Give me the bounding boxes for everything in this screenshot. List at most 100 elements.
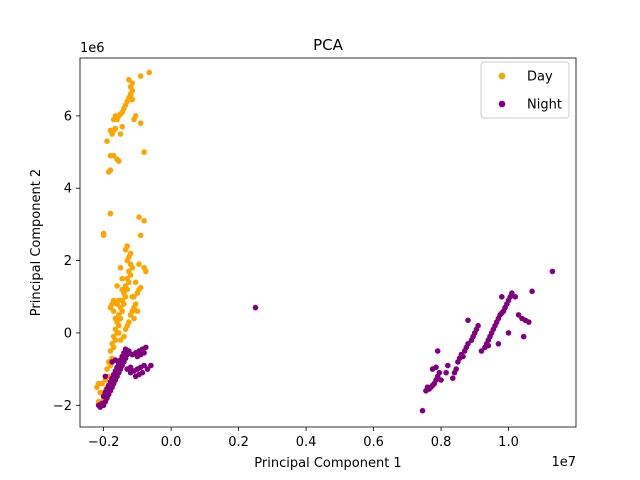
data-point-night xyxy=(526,319,532,325)
y-tick-label: 4 xyxy=(64,182,72,197)
y-tick-label: −2 xyxy=(53,399,72,414)
data-point-day xyxy=(129,80,136,87)
x-axis-title: Principal Component 1 xyxy=(254,456,401,471)
legend-marker-night xyxy=(498,100,506,108)
data-point-day xyxy=(109,341,115,347)
data-point-day xyxy=(117,131,124,137)
x-tick-label: 0.0 xyxy=(161,435,182,450)
data-point-day xyxy=(143,268,149,275)
data-point-day xyxy=(97,389,103,396)
x-tick-label: 0.8 xyxy=(431,435,452,450)
data-point-day xyxy=(127,261,134,268)
data-point-night xyxy=(509,290,515,296)
data-point-night xyxy=(512,294,519,300)
data-point-day xyxy=(141,218,147,224)
data-point-day xyxy=(110,333,117,340)
data-point-day xyxy=(112,113,119,119)
data-point-day xyxy=(137,73,144,79)
data-point-day xyxy=(141,149,147,155)
data-point-day xyxy=(110,308,117,315)
data-point-night xyxy=(505,330,512,336)
data-point-night xyxy=(424,384,431,391)
data-point-day xyxy=(117,337,124,344)
data-point-day xyxy=(100,230,107,237)
data-point-night xyxy=(122,346,129,353)
data-point-night xyxy=(460,353,466,360)
data-point-day xyxy=(112,315,119,322)
data-point-night xyxy=(95,402,102,409)
legend-marker-day xyxy=(498,72,506,80)
x-tick-label: 0.2 xyxy=(228,435,249,450)
data-point-night xyxy=(465,341,471,347)
data-point-night xyxy=(495,341,502,347)
data-point-day xyxy=(116,312,122,318)
data-point-day xyxy=(136,214,142,220)
data-point-day xyxy=(119,286,125,293)
y-axis-title: Principal Component 2 xyxy=(29,169,44,316)
data-point-day xyxy=(94,384,100,391)
series-night xyxy=(95,268,556,414)
data-point-day xyxy=(116,330,122,336)
data-point-day xyxy=(137,284,144,291)
data-point-day xyxy=(131,116,137,123)
data-point-day xyxy=(104,138,110,144)
data-point-night xyxy=(419,407,426,414)
data-point-night xyxy=(515,312,522,318)
data-point-day xyxy=(129,96,136,103)
data-point-day xyxy=(112,326,119,333)
data-point-day xyxy=(126,76,132,83)
data-point-night xyxy=(520,333,527,340)
data-point-day xyxy=(132,279,139,286)
points-layer xyxy=(94,69,556,414)
data-point-night xyxy=(465,317,471,324)
data-point-day xyxy=(104,366,110,372)
data-point-day xyxy=(127,250,134,257)
data-point-night xyxy=(144,366,151,372)
data-point-day xyxy=(136,261,142,268)
data-point-day xyxy=(146,69,152,76)
data-point-day xyxy=(131,304,137,311)
y-tick-label: 2 xyxy=(64,254,72,269)
x-tick-label: −0.2 xyxy=(88,435,120,450)
data-point-day xyxy=(114,283,120,289)
data-point-day xyxy=(121,333,127,340)
data-point-night xyxy=(529,288,535,295)
x-tick-label: 0.4 xyxy=(296,435,317,450)
data-point-day xyxy=(137,232,144,239)
data-point-night xyxy=(443,369,449,376)
data-point-day xyxy=(107,210,114,217)
data-point-night xyxy=(139,369,146,376)
data-point-night xyxy=(499,294,505,300)
data-point-day xyxy=(124,243,130,249)
data-point-night xyxy=(475,322,481,329)
data-point-day xyxy=(124,275,130,282)
data-point-night xyxy=(445,362,451,369)
data-point-day xyxy=(126,268,132,275)
legend: Day Night xyxy=(480,61,570,119)
data-point-day xyxy=(107,348,114,354)
data-point-night xyxy=(485,342,492,349)
y-tick-label: 6 xyxy=(64,109,72,124)
y-offset-label: 1e6 xyxy=(80,41,105,56)
data-point-night xyxy=(436,369,443,376)
axes-frame xyxy=(79,57,577,428)
data-point-night xyxy=(450,375,456,382)
y-tick-label: 0 xyxy=(64,326,72,341)
data-point-day xyxy=(122,326,129,333)
data-point-night xyxy=(148,362,154,369)
data-point-night xyxy=(143,344,149,351)
ticks-layer: −0.2 0.0 0.2 0.4 0.6 0.8 1.0 −2 0 2 4 6 xyxy=(53,109,519,450)
data-point-night xyxy=(112,357,119,363)
data-point-day xyxy=(134,308,141,315)
x-tick-label: 0.6 xyxy=(363,435,384,450)
data-point-day xyxy=(122,283,129,289)
data-point-day xyxy=(107,304,114,311)
data-point-day xyxy=(127,312,134,318)
data-point-night xyxy=(453,366,460,372)
data-point-day xyxy=(110,152,117,159)
data-point-night xyxy=(478,348,485,354)
data-point-night xyxy=(127,364,134,371)
legend-label-day: Day xyxy=(527,70,553,85)
